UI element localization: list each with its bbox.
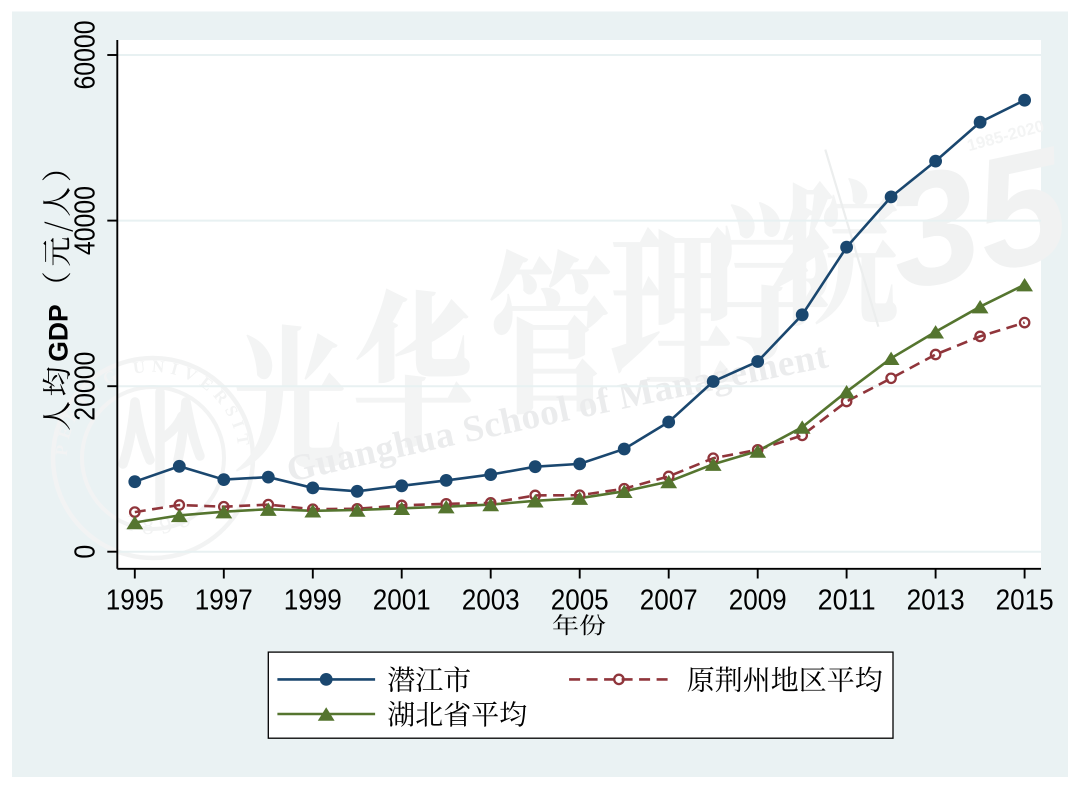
svg-text:60000: 60000 <box>70 21 102 90</box>
svg-text:20000: 20000 <box>70 352 102 421</box>
svg-text:GDP: GDP <box>44 304 74 361</box>
svg-text:2009: 2009 <box>729 585 787 617</box>
svg-text:1995: 1995 <box>106 585 164 617</box>
svg-text:2015: 2015 <box>996 585 1054 617</box>
svg-text:1997: 1997 <box>195 585 253 617</box>
svg-text:2013: 2013 <box>907 585 965 617</box>
svg-text:35: 35 <box>871 112 1080 325</box>
svg-text:2003: 2003 <box>462 585 520 617</box>
svg-text:1999: 1999 <box>284 585 342 617</box>
svg-text:2001: 2001 <box>373 585 431 617</box>
svg-text:0: 0 <box>70 545 102 559</box>
svg-text:2005: 2005 <box>551 585 609 617</box>
svg-text:2007: 2007 <box>640 585 698 617</box>
svg-text:40000: 40000 <box>70 186 102 255</box>
svg-text:2011: 2011 <box>818 585 876 617</box>
